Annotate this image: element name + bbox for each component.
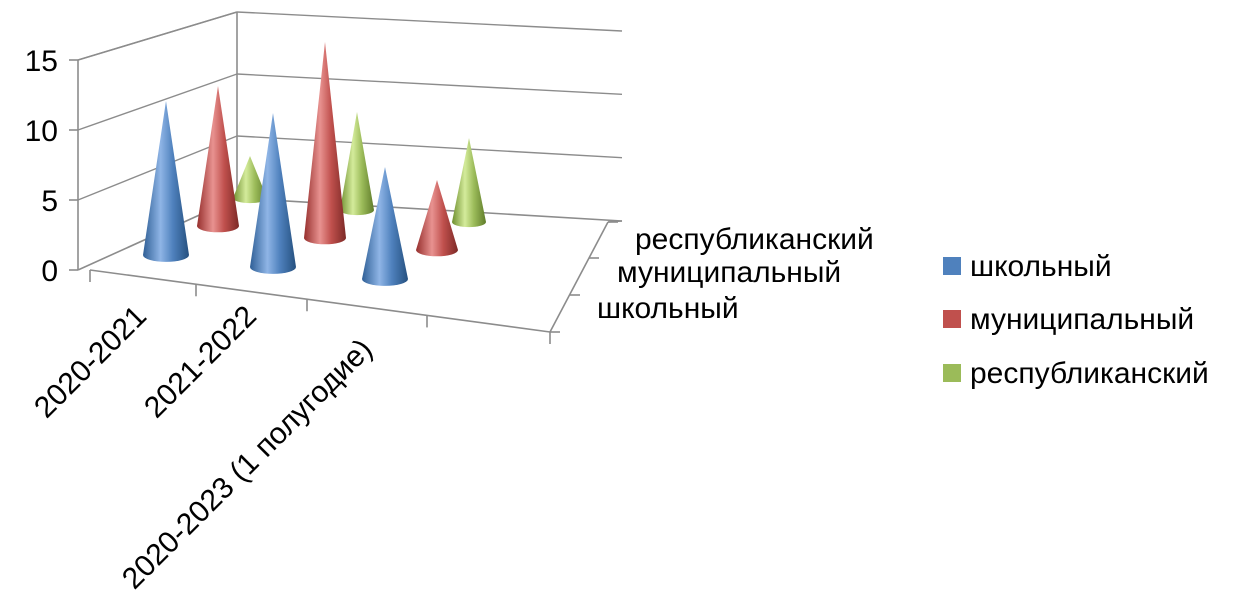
gridline-back-5: [236, 135, 623, 159]
legend-label-муниципальный: муниципальный: [970, 303, 1194, 336]
cones: [143, 42, 486, 286]
depth-axis-ticks: [550, 221, 618, 333]
legend-label-школьный: школьный: [970, 250, 1112, 283]
y-tick-label-15: 15: [25, 45, 58, 78]
cone-школьный-2021-2022: [250, 113, 296, 274]
cone-body: [304, 42, 346, 245]
cone-body: [197, 86, 239, 233]
cone-body: [452, 138, 486, 228]
cone-школьный-2020-2021: [143, 101, 189, 262]
cone-body: [250, 113, 296, 274]
cone-республиканский-2021-2022: [340, 112, 374, 216]
y-axis-tick-labels: 0 5 10 15: [25, 45, 58, 288]
cone-body: [340, 112, 374, 216]
category-label-2: 2020-2023 (1 полугодие): [116, 333, 379, 596]
depth-axis-line: [549, 221, 609, 333]
legend-label-республиканский: республиканский: [970, 357, 1209, 390]
cone-body: [233, 156, 267, 204]
category-label-0: 2020-2021: [28, 300, 153, 425]
depth-label-0: школьный: [597, 292, 739, 325]
legend-swatch-республиканский: [943, 364, 961, 382]
cone-республиканский-2020-2023-1-полугодие-: [452, 138, 486, 228]
cone-body: [143, 101, 189, 262]
gridline-back-15: [236, 11, 623, 32]
cone-республиканский-2020-2021: [233, 156, 267, 204]
y-tick-label-0: 0: [41, 255, 58, 288]
x-axis-line: [89, 269, 551, 333]
legend: школьный муниципальный республиканский: [943, 250, 1209, 390]
y-tick-label-5: 5: [41, 185, 58, 218]
y-axis-ticks: [69, 59, 78, 271]
cone-body: [362, 167, 408, 286]
cone-муниципальный-2020-2023-1-полугодие-: [416, 180, 458, 257]
gridline-left-10: [77, 73, 238, 131]
depth-label-2: республиканский: [635, 223, 874, 256]
x-axis-ticks: [89, 270, 551, 344]
depth-label-1: муниципальный: [617, 256, 841, 289]
cone-муниципальный-2020-2021: [197, 86, 239, 233]
gridline-back-10: [236, 73, 623, 96]
legend-swatch-школьный: [943, 257, 961, 275]
cone-body: [416, 180, 458, 257]
category-label-1: 2021-2022: [138, 300, 263, 425]
y-tick-label-10: 10: [25, 115, 58, 148]
left-wall-top-edge: [77, 11, 238, 61]
cone-муниципальный-2021-2022: [304, 42, 346, 245]
back-wall: [236, 12, 623, 222]
legend-swatch-муниципальный: [943, 310, 961, 328]
cone-школьный-2020-2023-1-полугодие-: [362, 167, 408, 286]
